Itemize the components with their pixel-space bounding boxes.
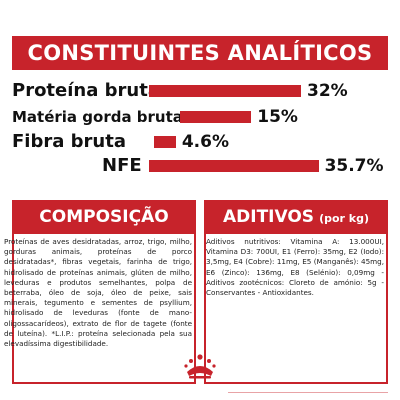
- analytics-row-protein: Proteína bruta 32%: [12, 80, 388, 102]
- row-value: 15%: [257, 107, 298, 127]
- analytics-title: CONSTITUINTES ANALÍTICOS: [27, 41, 373, 65]
- composition-text: Proteínas de aves desidratadas, arroz, t…: [4, 237, 192, 349]
- row-value: 32%: [307, 81, 348, 101]
- analytics-title-banner: CONSTITUINTES ANALÍTICOS: [12, 36, 388, 70]
- row-bar: [149, 85, 301, 97]
- row-bar: [149, 160, 319, 172]
- bottom-divider: [228, 392, 388, 393]
- additives-text: Aditivos nutritivos: Vitamina A: 13.000U…: [206, 237, 384, 298]
- additives-title-banner: ADITIVOS (por kg): [204, 200, 388, 234]
- row-label: Proteína bruta: [12, 80, 160, 101]
- row-label: Fibra bruta: [12, 131, 126, 152]
- row-value: 4.6%: [181, 132, 229, 152]
- additives-panel: [204, 234, 388, 384]
- royal-crown-icon: [184, 354, 216, 379]
- analytics-row-fat: Matéria gorda bruta 15%: [12, 106, 388, 128]
- row-bar: [180, 111, 252, 123]
- composition-panel: [12, 234, 196, 384]
- row-label: NFE: [102, 155, 142, 176]
- composition-title: COMPOSIÇÃO: [39, 207, 169, 227]
- row-bar: [154, 136, 176, 148]
- analytics-row-fiber: Fibra bruta 4.6%: [12, 131, 388, 153]
- additives-subtitle: (por kg): [319, 211, 369, 225]
- analytics-row-nfe: NFE 35.7%: [12, 155, 388, 177]
- additives-title: ADITIVOS: [222, 207, 315, 227]
- composition-title-banner: COMPOSIÇÃO: [12, 200, 196, 234]
- row-label: Matéria gorda bruta: [12, 108, 183, 126]
- row-value: 35.7%: [324, 156, 384, 176]
